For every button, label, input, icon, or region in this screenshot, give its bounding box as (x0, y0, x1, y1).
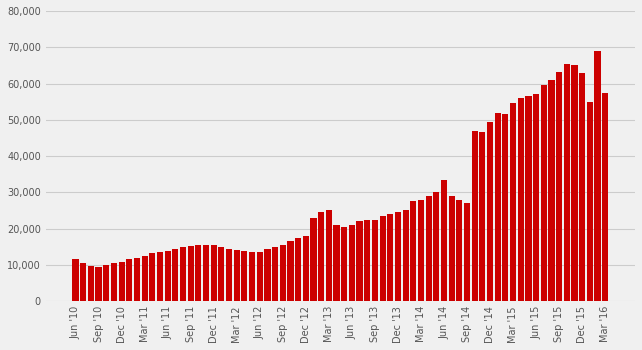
Bar (226, 248, 232, 301)
Bar (311, 218, 317, 301)
Bar (288, 241, 293, 301)
Bar (187, 246, 194, 301)
Bar (564, 64, 570, 301)
Bar (418, 199, 424, 301)
Bar (456, 199, 462, 301)
Bar (579, 72, 586, 301)
Bar (280, 245, 286, 301)
Bar (349, 225, 355, 301)
Bar (594, 51, 600, 301)
Bar (341, 227, 347, 301)
Bar (73, 259, 78, 301)
Bar (172, 248, 178, 301)
Bar (126, 259, 132, 301)
Bar (410, 201, 417, 301)
Bar (395, 212, 401, 301)
Bar (379, 216, 386, 301)
Bar (149, 253, 155, 301)
Bar (218, 247, 225, 301)
Bar (480, 133, 485, 301)
Bar (295, 238, 301, 301)
Bar (195, 245, 202, 301)
Bar (164, 251, 171, 301)
Bar (303, 236, 309, 301)
Bar (433, 193, 439, 301)
Bar (241, 251, 247, 301)
Bar (364, 219, 370, 301)
Bar (548, 80, 555, 301)
Bar (103, 265, 109, 301)
Bar (111, 264, 117, 301)
Bar (403, 210, 409, 301)
Bar (487, 121, 493, 301)
Bar (96, 267, 101, 301)
Bar (80, 263, 86, 301)
Bar (141, 256, 148, 301)
Bar (211, 245, 217, 301)
Bar (356, 222, 363, 301)
Bar (88, 266, 94, 301)
Bar (464, 203, 470, 301)
Bar (541, 85, 547, 301)
Bar (472, 131, 478, 301)
Bar (157, 252, 163, 301)
Bar (234, 250, 240, 301)
Bar (556, 72, 562, 301)
Bar (571, 65, 578, 301)
Bar (325, 210, 332, 301)
Bar (257, 252, 263, 301)
Bar (426, 196, 431, 301)
Bar (449, 196, 455, 301)
Bar (587, 102, 593, 301)
Bar (510, 104, 516, 301)
Bar (318, 212, 324, 301)
Bar (265, 248, 270, 301)
Bar (441, 180, 447, 301)
Bar (533, 94, 539, 301)
Bar (494, 113, 501, 301)
Bar (119, 262, 125, 301)
Bar (134, 258, 140, 301)
Bar (525, 96, 532, 301)
Bar (203, 245, 209, 301)
Bar (387, 214, 394, 301)
Bar (502, 114, 508, 301)
Bar (272, 247, 278, 301)
Bar (517, 98, 524, 301)
Bar (249, 252, 255, 301)
Bar (372, 219, 378, 301)
Bar (602, 93, 608, 301)
Bar (333, 225, 340, 301)
Bar (180, 247, 186, 301)
